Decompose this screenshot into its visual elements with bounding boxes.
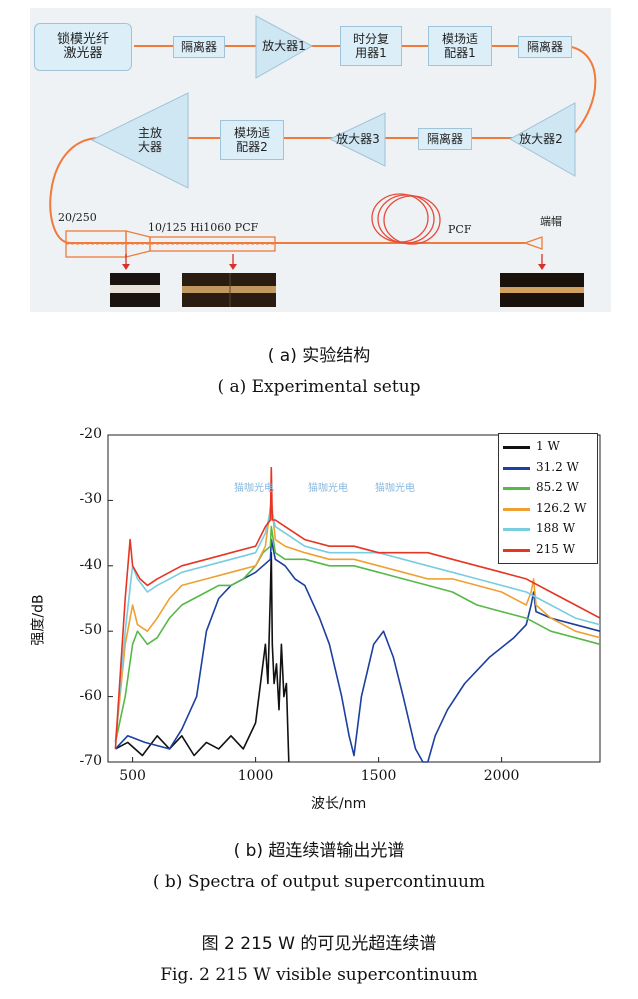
label-main-amp: 主放 大器 bbox=[137, 126, 162, 154]
watermark-2: 猫咖光电 bbox=[308, 483, 348, 494]
box-isolator-2: 隔离器 bbox=[518, 36, 572, 58]
x-tick-label: 1500 bbox=[360, 768, 397, 784]
label-amp-3: 放大器3 bbox=[336, 132, 380, 146]
fiber-section-hi1060 bbox=[149, 236, 276, 252]
legend-label: 31.2 W bbox=[536, 459, 579, 474]
legend-label: 215 W bbox=[536, 541, 576, 556]
caption-a-zh: ( a) 实验结构 bbox=[267, 346, 371, 366]
label-pcf: PCF bbox=[448, 223, 472, 236]
series-line-5 bbox=[114, 466, 601, 749]
y-tick-label: -50 bbox=[79, 622, 102, 639]
figure-caption-en: Fig. 2 215 W visible supercontinuum bbox=[160, 965, 478, 985]
plot-frame bbox=[107, 434, 601, 763]
x-tick-label: 1000 bbox=[237, 768, 274, 784]
arrow-3-head bbox=[538, 264, 546, 270]
label-20-250: 20/250 bbox=[58, 211, 97, 224]
endcap-shape bbox=[523, 236, 543, 250]
legend-item: 85.2 W bbox=[503, 479, 597, 497]
label-endcap: 端帽 bbox=[540, 215, 562, 228]
x-tick-label: 500 bbox=[119, 768, 146, 784]
watermark-3: 猫咖光电 bbox=[375, 483, 415, 494]
legend-swatch bbox=[503, 528, 530, 531]
legend-swatch bbox=[503, 466, 530, 470]
setup-diagram-svg bbox=[49, 15, 597, 307]
legend-item: 215 W bbox=[503, 541, 597, 559]
series-line-1 bbox=[114, 538, 601, 763]
series-line-4 bbox=[114, 506, 601, 743]
caption-b-zh: ( b) 超连续谱输出光谱 bbox=[233, 841, 405, 861]
box-isolator-1: 隔离器 bbox=[173, 36, 225, 58]
x-tick-label: 2000 bbox=[483, 768, 520, 784]
x-axis-title: 波长/nm bbox=[311, 796, 367, 812]
label-amp-2: 放大器2 bbox=[519, 132, 563, 146]
legend-label: 126.2 W bbox=[536, 500, 587, 515]
series-line-3 bbox=[114, 499, 601, 743]
box-mode-adapter-1: 模场适 配器1 bbox=[428, 26, 492, 66]
micrograph-2 bbox=[182, 273, 276, 307]
legend-label: 1 W bbox=[536, 439, 560, 453]
legend-item: 1 W bbox=[503, 438, 597, 456]
legend-label: 188 W bbox=[536, 521, 576, 535]
legend-label: 85.2 W bbox=[536, 480, 579, 494]
setup-diagram-panel: 锁模光纤 激光器 隔离器 放大器1 时分复 用器1 模场适 配器1 隔离器 放大… bbox=[30, 8, 611, 312]
axis-ticks bbox=[108, 434, 503, 763]
watermark-1: 猫咖光电 bbox=[234, 483, 274, 494]
caption-b-en: ( b) Spectra of output supercontinuum bbox=[152, 872, 486, 892]
legend-swatch bbox=[503, 487, 530, 490]
legend-swatch bbox=[503, 507, 530, 511]
legend-swatch bbox=[503, 446, 530, 449]
amp1-triangle bbox=[255, 15, 314, 79]
figure-caption-zh: 图 2 215 W 的可见光超连续谱 bbox=[201, 934, 437, 954]
chart-legend: 1 W 31.2 W 85.2 W 126.2 W 188 W 215 W bbox=[498, 433, 598, 564]
y-tick-label: -70 bbox=[79, 753, 102, 769]
box-laser: 锁模光纤 激光器 bbox=[34, 23, 132, 71]
amp3-triangle bbox=[328, 112, 386, 167]
y-tick-label: -40 bbox=[79, 556, 102, 573]
box-tdm-1: 时分复 用器1 bbox=[340, 26, 402, 66]
y-tick-label: -60 bbox=[79, 687, 102, 704]
legend-item: 126.2 W bbox=[503, 500, 597, 518]
legend-item: 31.2 W bbox=[503, 459, 597, 477]
legend-swatch bbox=[503, 548, 530, 552]
micrograph-1 bbox=[110, 273, 160, 307]
caption-a-en: ( a) Experimental setup bbox=[217, 377, 421, 397]
pcf-coil-3 bbox=[383, 195, 441, 245]
legend-item: 188 W bbox=[503, 520, 597, 538]
series-line-2 bbox=[114, 525, 601, 743]
amp2-triangle bbox=[508, 102, 576, 177]
main-amp-triangle bbox=[90, 92, 189, 189]
y-tick-label: -30 bbox=[79, 491, 102, 508]
fiber-path-left-bend bbox=[49, 137, 101, 244]
label-amp-1: 放大器1 bbox=[262, 39, 306, 53]
series-lines bbox=[114, 466, 601, 763]
arrow-1-head bbox=[122, 264, 130, 270]
box-mode-adapter-2: 模场适 配器2 bbox=[220, 120, 284, 160]
arrow-2-head bbox=[229, 264, 237, 270]
fiber-path-right-bend bbox=[561, 45, 597, 139]
y-tick-label: -20 bbox=[79, 426, 102, 442]
label-hi1060-pcf: 10/125 Hi1060 PCF bbox=[148, 221, 259, 234]
y-axis-title: 强度/dB bbox=[30, 594, 47, 646]
pcf-coil-1 bbox=[371, 193, 429, 243]
spectrum-chart bbox=[107, 434, 601, 763]
micrograph-3 bbox=[500, 273, 584, 307]
pcf-coil-2 bbox=[377, 194, 435, 244]
box-isolator-3: 隔离器 bbox=[418, 128, 472, 150]
